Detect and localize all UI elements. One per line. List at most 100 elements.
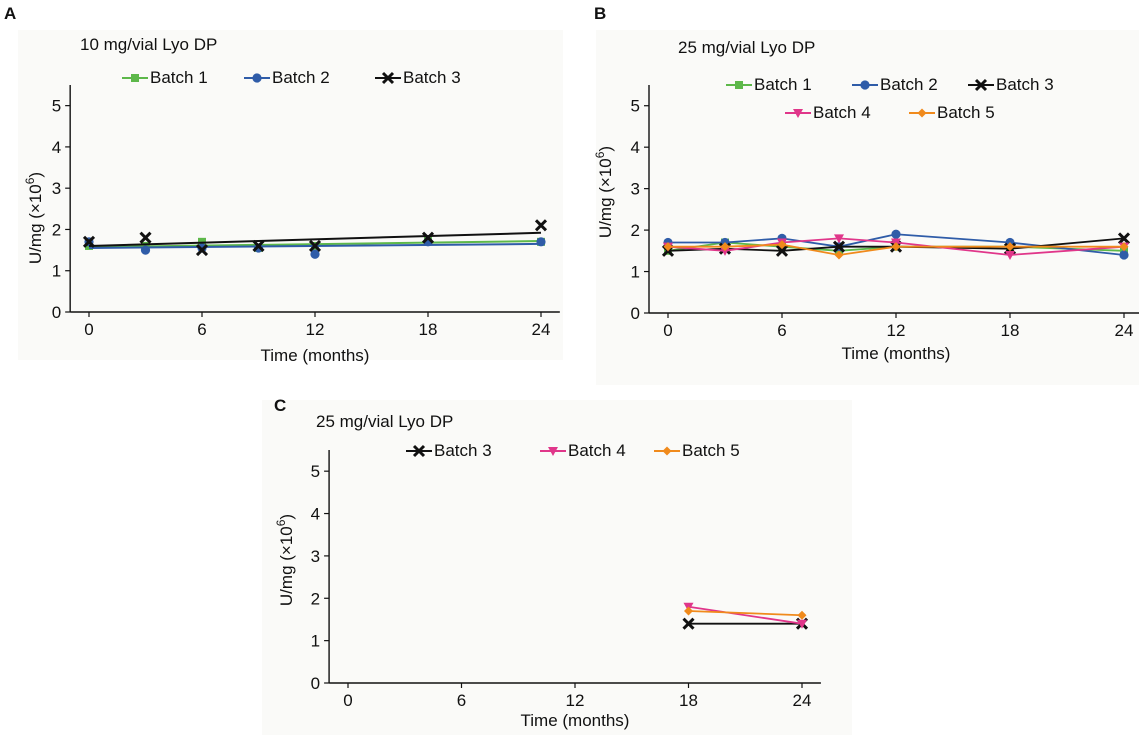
chart-a-ytick-label: 5 [52,97,61,116]
chart-b-legend-marker-batch-2 [860,80,870,90]
chart-a-legend-marker-batch-3 [381,71,395,85]
chart-a-legend-label: Batch 1 [150,68,208,87]
panel-letter-c: C [274,396,287,415]
chart-b-ytick-label: 1 [631,263,640,282]
chart-b-legend-marker-batch-3 [974,78,988,92]
chart-c-legend-swatch-batch-3 [406,444,432,458]
chart-a-xtick-label: 6 [197,320,206,339]
chart-c-legend-marker-batch-4 [548,447,558,456]
chart-c-series-batch-3 [682,617,809,630]
chart-a-ytick-label: 3 [52,179,61,198]
chart-a-point-batch-3 [421,231,435,244]
chart-c-legend-label: Batch 5 [682,441,740,460]
chart-b-ytick-label: 0 [631,304,640,323]
chart-b-legend-swatch-batch-5 [909,108,935,118]
chart-a-legend-marker-batch-2 [252,73,262,83]
chart-c-point-batch-3 [682,617,695,630]
chart-a-title: 10 mg/vial Lyo DP [80,35,218,54]
chart-c-ytick-label: 5 [311,462,320,481]
chart-a-xlabel: Time (months) [261,346,370,365]
chart-b-ytick-label: 5 [631,97,640,116]
chart-c-xlabel: Time (months) [521,711,630,730]
chart-a-legend-label: Batch 2 [272,68,330,87]
chart-b-point-batch-3 [1117,232,1131,245]
chart-c-legend-label: Batch 3 [434,441,492,460]
chart-b-xtick-label: 6 [777,321,786,340]
chart-b-point-batch-5 [1005,242,1015,252]
chart-c-xtick-label: 12 [566,691,585,710]
chart-c-series-batch-5 [684,606,807,620]
chart-b-point-batch-3 [775,244,789,257]
chart-b-title: 25 mg/vial Lyo DP [678,38,816,57]
chart-a-legend-marker-batch-1 [131,74,139,82]
chart-b-point-batch-5 [663,242,673,252]
chart-a-point-batch-3 [252,239,265,253]
chart-c-legend-marker-batch-5 [662,446,672,456]
chart-a-ylabel: U/mg (×106) [23,172,45,264]
chart-b-legend-marker-batch-1 [735,81,743,89]
chart-b-legend-label: Batch 3 [996,75,1054,94]
chart-c-xtick-label: 18 [679,691,698,710]
chart-a-point-batch-2 [140,245,151,255]
chart-b-xlabel: Time (months) [842,344,951,363]
chart-a-ytick-label: 4 [52,138,61,157]
chart-a-legend-swatch-batch-2 [244,73,270,83]
chart-b-legend-swatch-batch-1 [726,81,752,89]
chart-c-ytick-label: 3 [311,547,320,566]
chart-b-legend-swatch-batch-2 [852,80,878,90]
chart-b-point-batch-5 [1119,242,1129,252]
chart-b-legend-label: Batch 5 [937,103,995,122]
chart-b-legend-marker-batch-5 [917,108,927,118]
chart-b-point-batch-2 [1119,250,1129,260]
chart-c-point-batch-5 [684,606,693,616]
panel-letter-b: B [594,4,607,23]
chart-b-xtick-label: 24 [1115,321,1134,340]
chart-a-legend-label: Batch 3 [403,68,461,87]
chart-b-series-batch-5 [663,240,1129,260]
chart-c-xtick-label: 0 [343,691,352,710]
chart-b-point-batch-4 [1005,250,1015,260]
chart-a-point-batch-3 [82,235,96,248]
chart-c-legend-marker-batch-3 [412,444,426,458]
chart-a-legend-swatch-batch-3 [375,71,401,85]
chart-c-series-batch-4 [683,602,807,629]
chart-c-xtick-label: 24 [793,691,812,710]
chart-a-point-batch-3 [139,231,152,244]
chart-b-point-batch-4 [834,234,844,244]
chart-c-ytick-label: 4 [311,505,320,524]
chart-c-point-batch-4 [797,619,807,629]
chart-a-legend-swatch-batch-1 [122,74,148,82]
panel-letter-a: A [4,4,17,23]
chart-b-legend-swatch-batch-3 [968,78,994,92]
chart-b-ytick-label: 4 [631,138,640,157]
chart-a-point-batch-3 [308,239,322,253]
chart-b-point-batch-4 [720,246,730,256]
panel-b [596,30,1139,385]
chart-b-point-batch-5 [720,242,730,252]
chart-b-legend-marker-batch-4 [793,109,803,118]
chart-a-xtick-label: 0 [84,320,93,339]
chart-b-point-batch-5 [891,242,901,252]
chart-a-ytick-label: 2 [52,220,61,239]
chart-b-point-batch-3 [832,240,846,253]
chart-c-ylabel: U/mg (×106) [274,514,296,606]
chart-a-xtick-label: 12 [306,320,325,339]
chart-b-legend-label: Batch 4 [813,103,871,122]
chart-a-point-batch-2 [536,237,546,247]
chart-c-ytick-label: 0 [311,674,320,693]
chart-a-trend-batch-3 [88,231,542,247]
chart-b-point-batch-5 [777,240,787,250]
chart-c-line-batch-4 [688,605,803,625]
chart-a-ytick-label: 1 [52,262,61,281]
chart-c-legend-swatch-batch-5 [654,446,680,456]
chart-b-point-batch-2 [891,229,901,239]
chart-c-title: 25 mg/vial Lyo DP [316,412,454,431]
chart-b-ytick-label: 3 [631,180,640,199]
chart-a-point-batch-2 [310,249,320,259]
chart-a-ytick-label: 0 [52,303,61,322]
chart-c-line-batch-5 [688,610,803,617]
chart-b-legend-label: Batch 1 [754,75,812,94]
chart-c-legend-swatch-batch-4 [540,447,566,456]
chart-c-xtick-label: 6 [457,691,466,710]
panel-a [18,30,563,360]
